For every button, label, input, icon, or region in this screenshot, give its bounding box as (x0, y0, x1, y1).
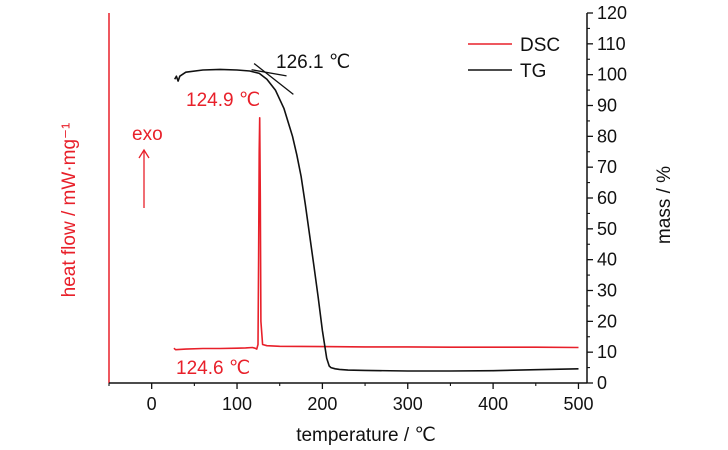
y-tick-label: 40 (597, 250, 617, 270)
y-tick-label: 110 (597, 34, 626, 54)
y-tick-label: 50 (597, 219, 617, 239)
x-tick-label: 300 (393, 394, 423, 414)
legend: DSC TG (468, 35, 560, 82)
dsc-peak-label: 124.9 ℃ (186, 90, 260, 111)
x-tick-label: 400 (478, 394, 508, 414)
x-tick-label: 500 (563, 394, 593, 414)
onset-tangent-line (253, 63, 294, 95)
series-line-tg (173, 68, 579, 372)
text-layer: temperature / ℃ heat flow / mW·mg⁻¹ mass… (59, 52, 675, 446)
x-tick-label: 100 (222, 394, 252, 414)
exo-arrowhead-icon (138, 148, 150, 159)
right-y-axis-ticks: 0 10 20 30 40 50 60 70 80 90 100 110 120 (587, 3, 627, 393)
x-tick-label: 200 (307, 394, 337, 414)
exo-label: exo (132, 124, 163, 145)
x-tick-label: 0 (147, 394, 157, 414)
y-tick-label: 30 (597, 281, 617, 301)
annotations (138, 63, 294, 208)
legend-label-tg: TG (520, 61, 546, 82)
left-y-axis-title: heat flow / mW·mg⁻¹ (59, 123, 80, 298)
y-tick-label: 120 (597, 3, 627, 23)
y-tick-label: 60 (597, 188, 617, 208)
series-line-dsc (173, 117, 579, 351)
legend-label-dsc: DSC (520, 35, 560, 56)
y-tick-label: 20 (597, 311, 617, 331)
series-layer (173, 68, 579, 372)
y-tick-label: 10 (597, 342, 617, 362)
y-tick-label: 0 (597, 373, 607, 393)
y-tick-label: 80 (597, 126, 617, 146)
x-axis-title: temperature / ℃ (296, 425, 436, 446)
onset-tangent-line (251, 69, 287, 77)
tg-onset-label: 126.1 ℃ (276, 52, 350, 73)
dsc-onset-label: 124.6 ℃ (176, 358, 250, 379)
x-axis-ticks: 0 100 200 300 400 500 (108, 383, 593, 414)
right-y-axis-title: mass / % (654, 166, 675, 244)
y-tick-label: 70 (597, 157, 617, 177)
y-tick-label: 100 (597, 65, 627, 85)
y-tick-label: 90 (597, 96, 617, 116)
